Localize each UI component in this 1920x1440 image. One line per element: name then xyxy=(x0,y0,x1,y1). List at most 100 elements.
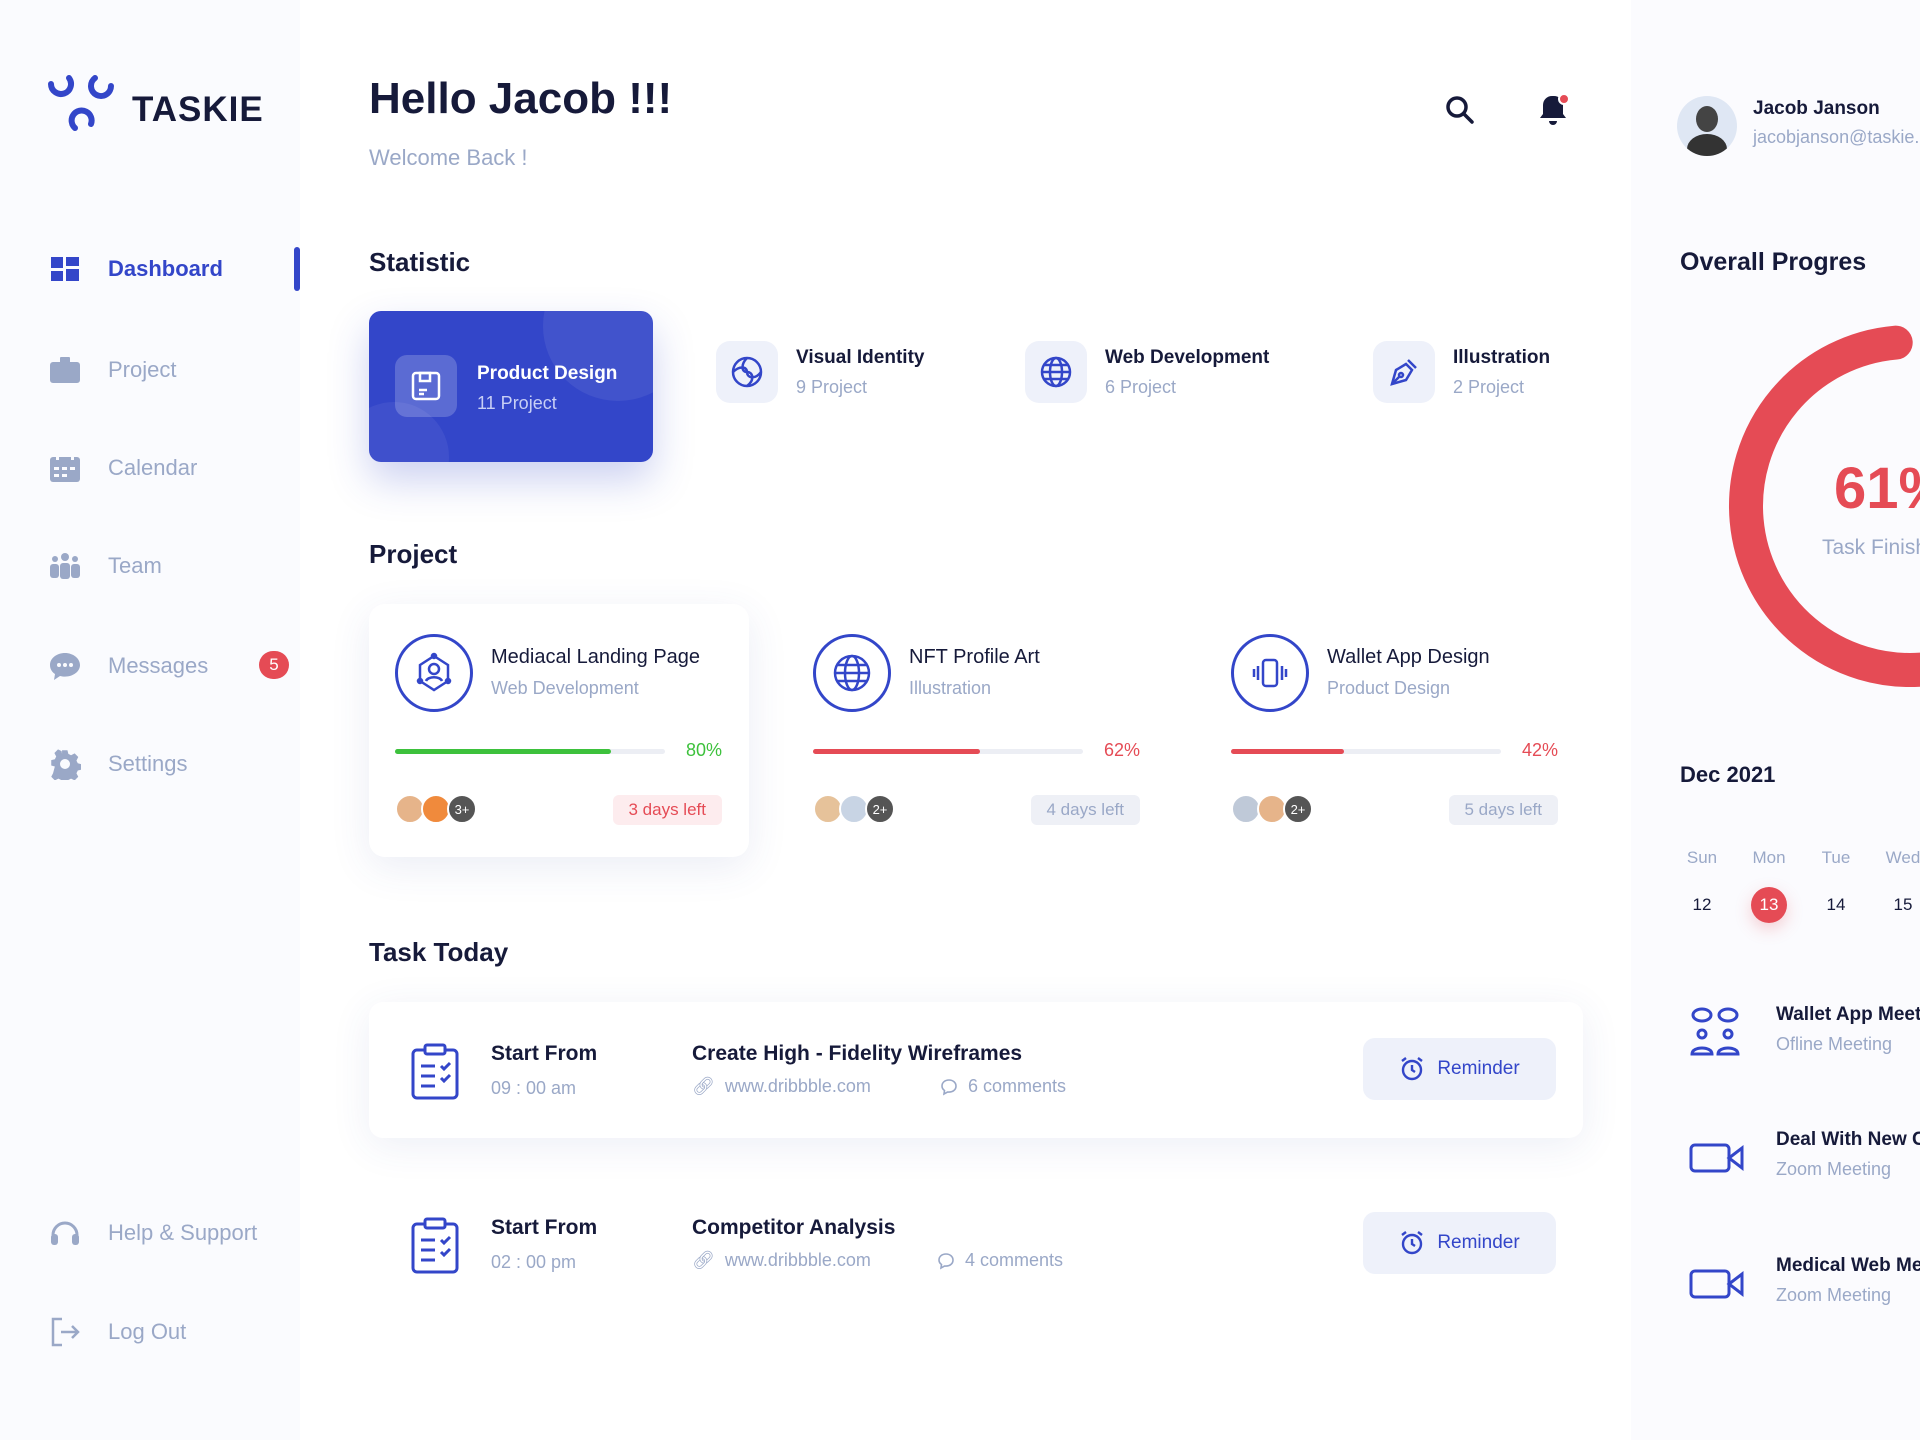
sidebar-item-logout[interactable]: Log Out xyxy=(49,1312,186,1352)
stat-title: Product Design xyxy=(477,363,618,384)
stat-sub: 9 Project xyxy=(796,376,868,397)
avatar[interactable] xyxy=(1677,96,1737,156)
stat-card-web-development[interactable]: Web Development 6 Project xyxy=(1025,341,1269,403)
sidebar-item-project[interactable]: Project xyxy=(49,350,176,390)
progress-arc xyxy=(1729,324,1920,687)
comment-icon xyxy=(938,1252,954,1270)
calendar-date[interactable]: 12 xyxy=(1692,895,1712,914)
weekday-label: Wed xyxy=(1885,848,1920,867)
sidebar-item-messages[interactable]: Messages xyxy=(49,646,208,686)
stat-title: Web Development xyxy=(1105,346,1270,368)
link-text[interactable]: www.dribbble.com xyxy=(724,1250,871,1270)
briefcase-icon xyxy=(50,357,80,383)
right-panel: Jacob Janson jacobjanson@taskie.com Over… xyxy=(1631,0,1920,1440)
meeting-type: Ofline Meeting xyxy=(1776,1034,1893,1054)
chat-icon xyxy=(50,653,80,680)
stat-sub: 6 Project xyxy=(1105,376,1177,397)
project-card[interactable]: NFT Profile Art Illustration 62% 2+ 4 days l… xyxy=(787,604,1167,857)
stat-card-illustration[interactable]: Illustration 2 Project xyxy=(1373,341,1550,403)
meeting-title[interactable]: Deal With New Client xyxy=(1776,1129,1920,1150)
task-comments[interactable]: 4 comments xyxy=(937,1250,1063,1271)
taskie-logo-icon xyxy=(48,75,114,131)
avatar xyxy=(1231,794,1261,824)
sidebar: TASKIE Dashboard Project Calendar Team M… xyxy=(0,0,300,1440)
statistic-title: Statistic xyxy=(369,247,471,277)
task-row[interactable]: Start From 02 : 00 pm Competitor Analysis 🔗… xyxy=(369,1176,1583,1312)
days-left-badge: 4 days left xyxy=(1030,795,1140,825)
more-members: 2+ xyxy=(1283,794,1313,824)
progress-donut xyxy=(1729,324,1920,687)
overall-progress-title: Overall Progres xyxy=(1680,248,1867,276)
calendar-icon xyxy=(50,453,80,482)
clipboard-icon xyxy=(411,1217,459,1274)
meeting-title[interactable]: Medical Web Meeting xyxy=(1776,1255,1920,1276)
save-icon xyxy=(395,355,457,417)
sidebar-item-team[interactable]: Team xyxy=(49,546,162,586)
task-title: Create High - Fidelity Wireframes xyxy=(692,1042,1023,1065)
stat-card-visual-identity[interactable]: Visual Identity 9 Project xyxy=(716,341,924,403)
sidebar-item-dashboard[interactable]: Dashboard xyxy=(49,249,223,289)
progress-percent: 80% xyxy=(685,740,722,760)
progress-percent: 42% xyxy=(1521,740,1558,760)
bell-icon[interactable] xyxy=(1537,92,1571,128)
user-name: Jacob Janson xyxy=(1753,98,1880,119)
clipboard-icon xyxy=(411,1043,459,1100)
progress-fill xyxy=(1231,749,1345,754)
stat-card-product-design[interactable]: Product Design 11 Project xyxy=(369,311,653,462)
task-link[interactable]: 🔗︎ www.dribbble.com xyxy=(692,1250,871,1271)
link-icon: 🔗︎ xyxy=(692,1250,715,1270)
page-subtitle: Welcome Back ! xyxy=(369,145,528,170)
calendar-date[interactable]: 13 xyxy=(1751,887,1787,923)
progress-percent: 62% xyxy=(1103,740,1140,760)
comments-count: 4 comments xyxy=(965,1250,1064,1270)
meeting-icon xyxy=(1689,1006,1743,1065)
reminder-button[interactable]: Reminder xyxy=(1363,1038,1556,1100)
active-indicator xyxy=(294,247,300,291)
sidebar-item-label: Settings xyxy=(108,751,188,776)
calendar-month: Dec 2021 xyxy=(1680,762,1776,787)
grid-icon xyxy=(51,257,79,281)
reminder-button[interactable]: Reminder xyxy=(1363,1212,1556,1274)
progress-value: 61% xyxy=(1834,456,1920,521)
member-avatars: 3+ xyxy=(395,794,477,824)
avatar xyxy=(395,794,425,824)
search-icon[interactable] xyxy=(1444,94,1476,126)
network-icon xyxy=(416,652,452,692)
days-left-badge: 3 days left xyxy=(612,795,722,825)
team-icon xyxy=(50,553,80,579)
task-time: 09 : 00 am xyxy=(491,1078,577,1098)
task-row[interactable]: Start From 09 : 00 am Create High - Fideli… xyxy=(369,1002,1583,1138)
video-icon xyxy=(1689,1269,1744,1299)
task-link[interactable]: 🔗︎ www.dribbble.com xyxy=(692,1076,871,1097)
project-card[interactable]: Mediacal Landing Page Web Development 80% 3… xyxy=(369,604,749,857)
days-left-badge: 5 days left xyxy=(1448,795,1558,825)
progress-fill xyxy=(813,749,981,754)
member-avatars: 2+ xyxy=(1231,794,1313,824)
sidebar-item-label: Team xyxy=(108,553,162,578)
pen-icon xyxy=(1373,341,1435,403)
calendar-date[interactable]: 15 xyxy=(1893,895,1913,914)
sidebar-item-settings[interactable]: Settings xyxy=(49,744,188,784)
weekday-label: Sun xyxy=(1686,848,1718,867)
project-category: Product Design xyxy=(1327,678,1451,698)
weekday-label: Mon xyxy=(1752,848,1786,867)
link-text[interactable]: www.dribbble.com xyxy=(724,1076,871,1096)
avatar xyxy=(813,794,843,824)
task-comments[interactable]: 6 comments xyxy=(940,1076,1066,1097)
spiral-icon xyxy=(716,341,778,403)
sidebar-item-label: Help & Support xyxy=(108,1220,258,1245)
meeting-title[interactable]: Wallet App Meeting xyxy=(1776,1004,1920,1025)
project-card[interactable]: Wallet App Design Product Design 42% 2+ 5 da… xyxy=(1205,604,1585,857)
stat-sub: 2 Project xyxy=(1453,376,1525,397)
headset-icon xyxy=(51,1221,79,1245)
progress-bar xyxy=(813,749,1083,754)
stat-title: Visual Identity xyxy=(796,346,925,368)
messages-badge: 5 xyxy=(259,651,289,679)
more-members: 2+ xyxy=(865,794,895,824)
sidebar-item-calendar[interactable]: Calendar xyxy=(49,448,197,488)
sidebar-item-help-support[interactable]: Help & Support xyxy=(49,1213,257,1253)
meeting-icon xyxy=(1689,1267,1745,1306)
calendar-date[interactable]: 14 xyxy=(1826,895,1846,914)
phone-vibrate-icon xyxy=(1252,658,1288,688)
reminder-label: Reminder xyxy=(1437,1058,1520,1079)
